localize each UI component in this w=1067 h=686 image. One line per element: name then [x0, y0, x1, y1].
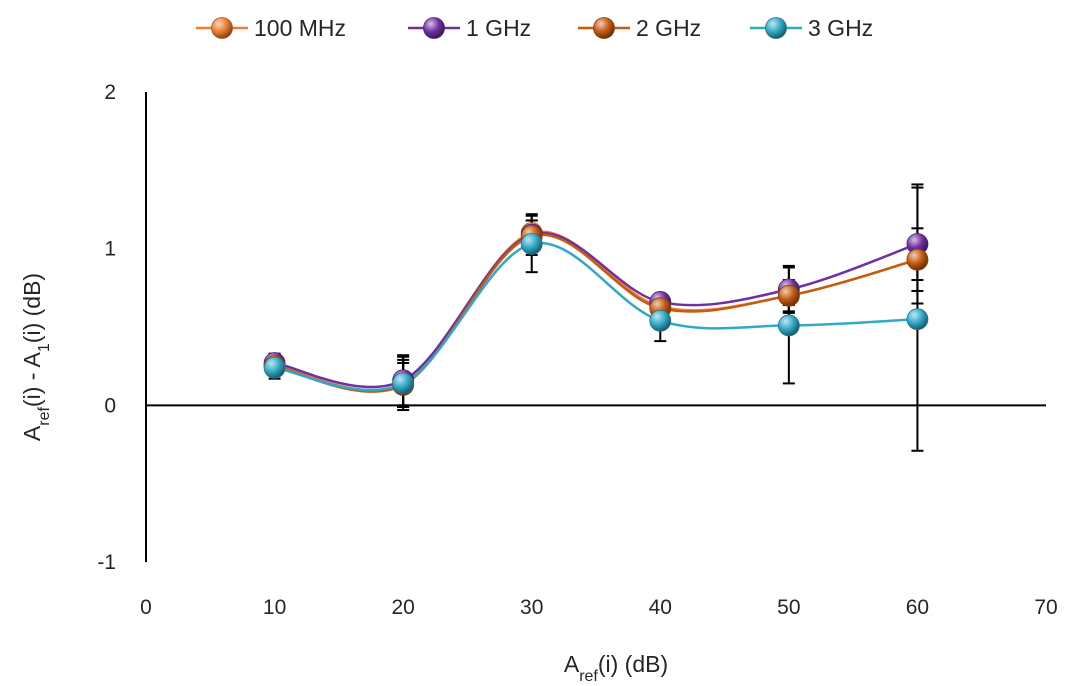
legend-marker	[593, 17, 615, 39]
legend-entry: 2 GHz	[578, 15, 701, 41]
y-tick-labels: -1 0 1 2	[97, 81, 116, 574]
x-tick-label: 0	[140, 596, 152, 619]
x-tick-label: 20	[391, 596, 414, 619]
legend-marker	[423, 17, 445, 39]
y-axis-title: Aref(i) - A1(i) (dB)	[19, 273, 53, 441]
x-tick-label: 10	[263, 596, 286, 619]
legend-label: 100 MHz	[254, 15, 346, 41]
data-point	[777, 314, 800, 337]
y-tick-label: -1	[97, 551, 116, 574]
y-tick-label: 0	[104, 394, 116, 417]
series-line-1-ghz	[274, 231, 918, 389]
legend-label: 2 GHz	[636, 15, 701, 41]
legend-entry: 1 GHz	[408, 15, 531, 41]
data-markers	[263, 222, 929, 396]
x-tick-labels: 0 10 20 30 40 50 60 70	[140, 596, 1058, 619]
data-point	[392, 372, 415, 395]
legend-label: 3 GHz	[808, 15, 873, 41]
x-tick-label: 70	[1034, 596, 1057, 619]
series-line-2-ghz	[274, 233, 918, 393]
legend: 100 MHz 1 GHz 2 GHz 3 GHz	[196, 15, 873, 41]
y-tick-label: 1	[104, 238, 116, 261]
x-tick-label: 50	[777, 596, 800, 619]
series-lines	[274, 230, 918, 393]
data-point	[649, 309, 672, 332]
data-point	[263, 356, 286, 379]
legend-entry: 3 GHz	[750, 15, 873, 41]
x-tick-label: 60	[906, 596, 929, 619]
legend-marker	[765, 17, 787, 39]
error-bars	[268, 183, 924, 452]
data-point	[520, 233, 543, 255]
legend-label: 1 GHz	[466, 15, 531, 41]
x-tick-label: 30	[520, 596, 543, 619]
y-tick-label: 2	[104, 81, 116, 104]
x-tick-label: 40	[649, 596, 672, 619]
data-point	[906, 248, 929, 271]
data-point	[777, 284, 800, 307]
x-axis-title: Aref(i) (dB)	[564, 651, 668, 685]
legend-entry: 100 MHz	[196, 15, 346, 41]
series-line-100-mhz	[274, 230, 918, 392]
legend-marker	[211, 17, 233, 39]
data-point	[906, 308, 929, 331]
